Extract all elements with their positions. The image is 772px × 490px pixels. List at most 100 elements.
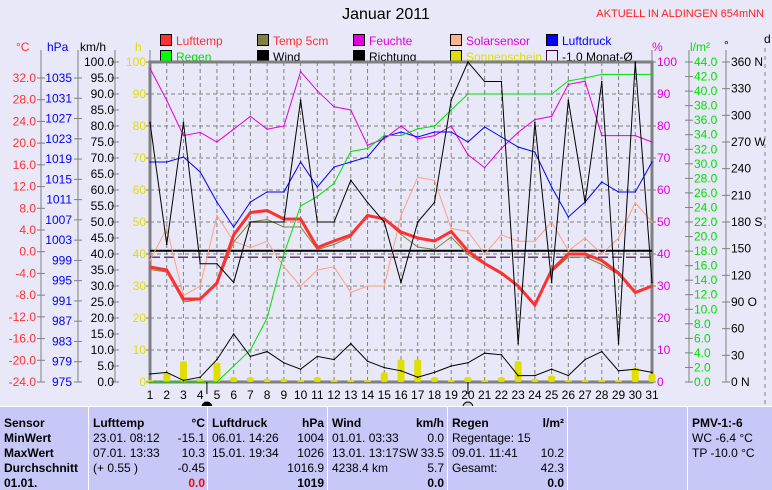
pressure-tick-label: 1023 <box>45 132 72 146</box>
point-wind <box>634 368 637 371</box>
direction-tick-label: 240 <box>731 162 751 176</box>
humidity-tick-label: 50 <box>657 215 671 229</box>
sun-tick-label: 80 <box>133 119 147 133</box>
wind-tick-label: 80.0 <box>91 119 115 133</box>
sun-bar <box>263 378 271 382</box>
wind-tick-label: 70.0 <box>91 151 115 165</box>
point-richtung <box>350 179 352 182</box>
point-richtung <box>567 99 570 102</box>
humidity-tick-label: 20 <box>657 311 671 325</box>
point-feuchte <box>651 141 653 143</box>
x-tick-label: 3 <box>180 388 187 402</box>
legend-item: Lufttemp <box>160 34 223 48</box>
point-richtung <box>450 99 453 102</box>
luftdruck-row-value: 1016.9 <box>287 461 324 475</box>
point-lufttemp <box>416 237 419 239</box>
humidity-tick-label: 80 <box>657 119 671 133</box>
regen-unit: l/m² <box>542 416 564 430</box>
point-regen <box>534 93 536 95</box>
x-tick-label: 25 <box>545 388 559 402</box>
point-solarsensor <box>617 237 620 239</box>
rain-tick-label: 10.0 <box>694 302 718 316</box>
point-temp-5cm <box>232 241 235 243</box>
direction-tick-label: 90 O <box>731 295 757 309</box>
point-luftdruck <box>383 136 386 138</box>
point-lufttemp <box>534 304 536 306</box>
regen-row-value: 10.2 <box>540 446 564 460</box>
point-wind <box>483 352 486 355</box>
point-solarsensor <box>316 269 319 271</box>
luftdruck-row-label: 06.01. 14:26 <box>212 431 279 445</box>
point-solarsensor <box>450 227 453 230</box>
x-tick-label: 5 <box>214 388 221 402</box>
point-temp-5cm <box>299 226 302 228</box>
point-solarsensor <box>467 230 469 233</box>
lufttemp-unit: °C <box>191 416 205 430</box>
point-regen <box>350 150 352 153</box>
pressure-tick-label: 975 <box>52 375 72 389</box>
sun-unit: h <box>135 40 142 54</box>
current-link[interactable]: AKTUELL IN ALDINGEN 654mNN <box>596 8 764 20</box>
summary-table: Sensor MinWert MaxWert Durchschnitt 01.0… <box>0 406 772 490</box>
wind-tick-label: 100.0 <box>84 55 114 69</box>
rain-tick-label: 28.0 <box>694 171 718 185</box>
full-moon-icon <box>462 401 474 406</box>
sun-bar <box>179 361 187 382</box>
luftdruck-unit: hPa <box>301 416 324 430</box>
point-solarsensor <box>383 285 386 287</box>
sun-bar <box>430 377 438 382</box>
sun-bar <box>497 377 505 382</box>
direction-tick-label: 330 <box>731 82 751 96</box>
point-wind <box>617 370 620 372</box>
x-tick-label: 31 <box>645 388 659 402</box>
pmv-head: PMV-1:-6 <box>692 416 743 430</box>
x-tick-label: 18 <box>428 388 442 402</box>
regen-row-label: 09.01. 11:41 <box>452 446 518 460</box>
point-regen <box>216 381 218 383</box>
x-tick-label: 29 <box>612 388 626 402</box>
rain-tick-label: 4.0 <box>694 346 711 360</box>
point-temp-5cm <box>584 256 586 258</box>
point-solarsensor <box>601 253 603 255</box>
sun-tick-label: 20 <box>133 311 147 325</box>
point-solarsensor <box>149 259 151 262</box>
sun-bar <box>364 380 372 382</box>
point-lufttemp <box>467 250 469 252</box>
point-feuchte <box>584 80 586 82</box>
lufttemp-row-value: 10.3 <box>181 446 205 460</box>
sun-bar <box>548 375 556 382</box>
point-richtung <box>149 121 151 124</box>
sun-bar <box>213 362 221 382</box>
sun-tick-label: 0 <box>139 375 146 389</box>
rain-unit: l/m² <box>690 40 710 54</box>
point-regen <box>584 77 586 79</box>
point-luftdruck <box>433 131 436 133</box>
point-luftdruck <box>165 161 168 163</box>
wind-tick-label: 75.0 <box>91 135 115 149</box>
point-lufttemp <box>383 218 386 220</box>
col-empty <box>567 407 688 490</box>
rain-tick-label: 20.0 <box>694 230 718 244</box>
point-richtung <box>651 281 653 284</box>
wind-tick-label: 25.0 <box>91 295 115 309</box>
point-luftdruck <box>483 126 486 128</box>
point-feuchte <box>400 125 402 127</box>
point-lufttemp <box>299 218 302 220</box>
point-temp-5cm <box>567 256 570 258</box>
luftdruck-row-value: 1026 <box>297 446 324 460</box>
point-temp-5cm <box>601 263 603 266</box>
temp-tick-label: 24.0 <box>13 114 37 128</box>
point-feuchte <box>383 138 386 140</box>
point-luftdruck <box>350 161 352 163</box>
sun-tick-label: 90 <box>133 87 147 101</box>
wind-tick-label: 90.0 <box>91 87 115 101</box>
pressure-tick-label: 1003 <box>45 233 72 247</box>
pressure-tick-label: 987 <box>52 314 72 328</box>
rain-tick-label: 24.0 <box>694 200 718 214</box>
point-solarsensor <box>199 285 201 287</box>
humidity-tick-label: 30 <box>657 279 671 293</box>
point-richtung <box>584 201 586 204</box>
point-luftdruck <box>500 136 503 138</box>
point-richtung <box>500 80 503 83</box>
legend-swatch <box>450 34 462 46</box>
